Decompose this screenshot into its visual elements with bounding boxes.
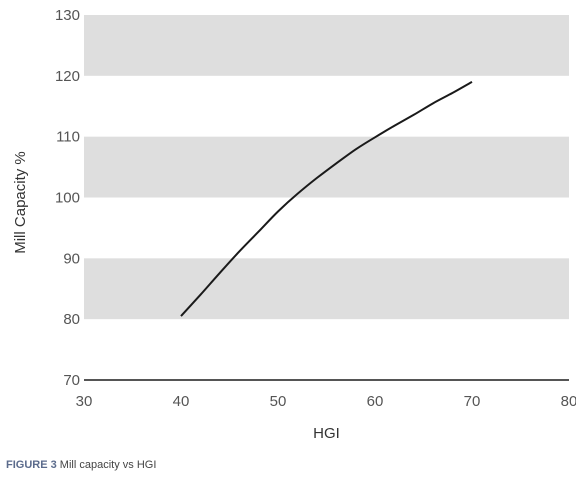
figure-caption: FIGURE 3 Mill capacity vs HGI	[6, 459, 156, 471]
mill-capacity-line	[180, 81, 473, 317]
figure-caption-text: Mill capacity vs HGI	[59, 459, 157, 471]
x-tick-label: 50	[270, 393, 287, 410]
y-axis-label: Mill Capacity %	[12, 151, 29, 254]
x-axis-label: HGI	[313, 425, 340, 442]
x-tick-label: 30	[76, 393, 93, 410]
y-tick-label: 90	[63, 250, 80, 267]
grid-band	[84, 258, 569, 320]
x-tick-label: 80	[561, 393, 576, 410]
x-tick-label: 70	[464, 393, 481, 410]
grid-band	[84, 15, 569, 76]
grid-band	[84, 136, 569, 198]
x-tick-labels: 30 40 50 60 70 80	[76, 393, 576, 410]
y-tick-labels: 70 80 90 100 110 120 130	[55, 7, 80, 389]
x-tick-label: 40	[173, 393, 190, 410]
gridline-bands	[84, 15, 569, 320]
y-tick-label: 80	[63, 311, 80, 328]
y-tick-label: 70	[63, 372, 80, 389]
y-tick-label: 110	[56, 129, 80, 146]
x-tick-label: 60	[367, 393, 384, 410]
figure-label: FIGURE 3	[6, 459, 57, 471]
y-tick-label: 100	[55, 190, 80, 207]
y-tick-label: 130	[55, 7, 80, 24]
y-tick-label: 120	[55, 68, 80, 85]
